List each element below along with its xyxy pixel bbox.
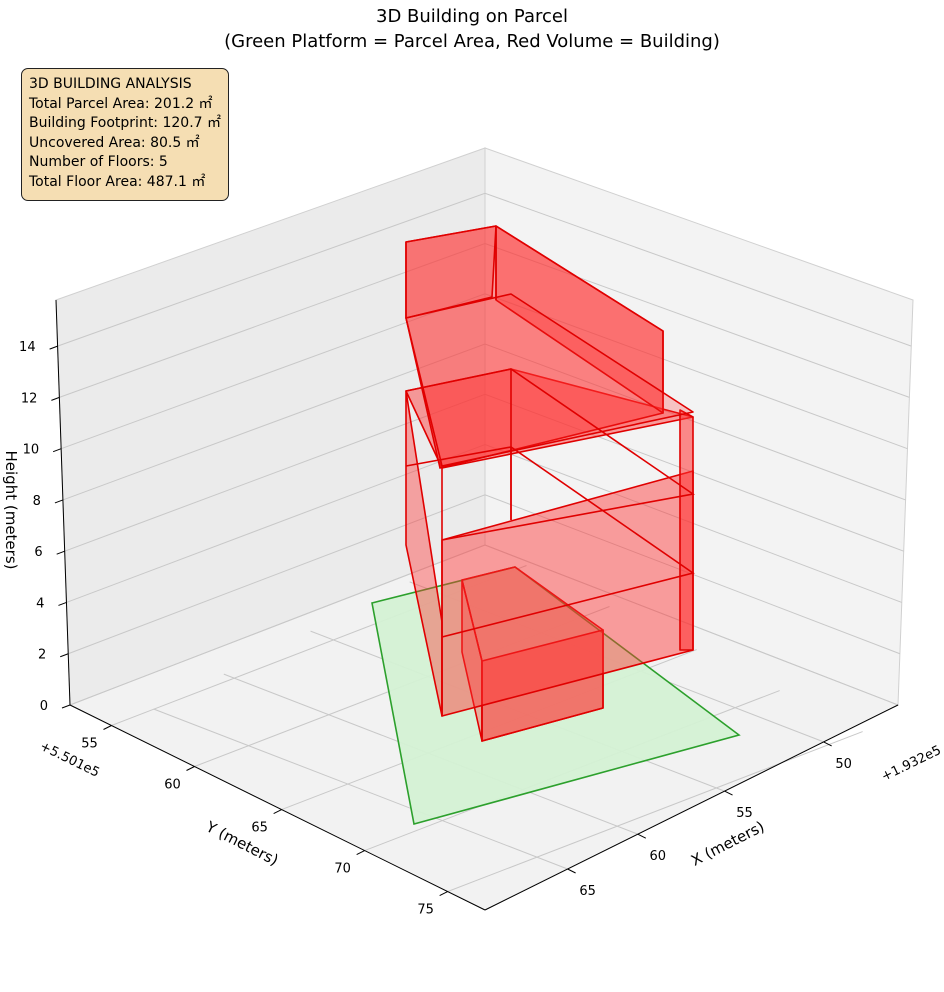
z-gridline	[66, 443, 902, 603]
info-line-heading: 3D BUILDING ANALYSIS	[29, 76, 192, 92]
y-tick-mark	[103, 725, 112, 730]
chart-title-line-2: (Green Platform = Parcel Area, Red Volum…	[224, 31, 720, 52]
y-tick-mark	[273, 809, 282, 814]
z-tick-label: 4	[36, 596, 44, 611]
z-gridline	[59, 242, 910, 398]
axis-ticks: 0 2 4 6 8 10 12 14 50 55 60 65 55 60 65 70 75	[19, 340, 852, 917]
building-volume	[405, 225, 696, 742]
z-gridline	[60, 293, 908, 450]
analysis-info-box: 3D BUILDING ANALYSIS Total Parcel Area: …	[21, 68, 229, 201]
z-tick-mark	[51, 396, 60, 401]
building-face	[405, 293, 694, 467]
info-line-floors: Number of Floors: 5	[29, 154, 168, 171]
z-tick-label: 14	[19, 340, 36, 355]
info-line-parcel-area: Total Parcel Area: 201.2 ㎡	[29, 95, 213, 112]
z-gridline	[64, 393, 904, 552]
z-gridline	[69, 544, 899, 706]
info-line-footprint: Building Footprint: 120.7 ㎡	[29, 115, 222, 132]
z-tick-mark	[58, 602, 67, 606]
x-tick-mark	[567, 868, 576, 874]
y-tick-label: 75	[417, 903, 434, 918]
z-tick-label: 12	[21, 391, 38, 406]
y-tick-label: 65	[251, 821, 268, 836]
y-axis-line	[69, 704, 486, 911]
z-tick-label: 10	[23, 443, 40, 458]
building-face	[481, 629, 604, 742]
y-gridline	[447, 731, 863, 893]
z-tick-mark	[60, 653, 69, 658]
y-tick-label: 70	[334, 862, 351, 877]
floor-edge	[405, 446, 695, 638]
x-axis-label: X (meters)	[688, 817, 767, 869]
z-tick-label: 0	[40, 699, 48, 714]
z-tick-mark	[49, 345, 58, 350]
z-tick-label: 8	[33, 494, 41, 509]
info-line-floor-area: Total Floor Area: 487.1 ㎡	[29, 173, 206, 190]
z-gridline	[57, 192, 912, 347]
floor-edge	[405, 368, 696, 541]
z-tick-label: 2	[38, 648, 46, 663]
x-tick-label: 55	[736, 806, 753, 821]
z-tick-mark	[56, 550, 65, 555]
z-tick-mark	[61, 704, 71, 709]
y-tick-label: 60	[164, 778, 181, 793]
z-tick-mark	[54, 499, 64, 504]
x-axis-line	[484, 704, 899, 911]
y-tick-mark	[186, 766, 195, 771]
y-tick-mark	[356, 850, 365, 855]
y-tick-label: 55	[81, 737, 98, 752]
z-axis-label: Height (meters)	[2, 451, 20, 570]
x-tick-label: 50	[835, 757, 852, 772]
x-axis-offset: +1.932e5	[879, 743, 943, 785]
x-tick-label: 65	[579, 884, 596, 899]
x-tick-mark	[823, 741, 832, 747]
x-tick-mark	[724, 790, 733, 796]
x-gridline	[153, 708, 568, 870]
z-gridline	[62, 343, 906, 501]
x-tick-label: 60	[650, 849, 667, 864]
chart-title-line-1: 3D Building on Parcel	[376, 6, 568, 27]
y-axis-label: Y (meters)	[202, 817, 281, 869]
z-axis-line	[55, 299, 71, 706]
info-line-uncovered: Uncovered Area: 80.5 ㎡	[29, 134, 200, 151]
z-tick-mark	[52, 448, 62, 453]
y-tick-mark	[439, 891, 448, 896]
z-tick-label: 6	[34, 545, 42, 560]
x-tick-mark	[637, 833, 647, 839]
z-gridline	[68, 494, 901, 655]
building-face	[679, 409, 694, 651]
